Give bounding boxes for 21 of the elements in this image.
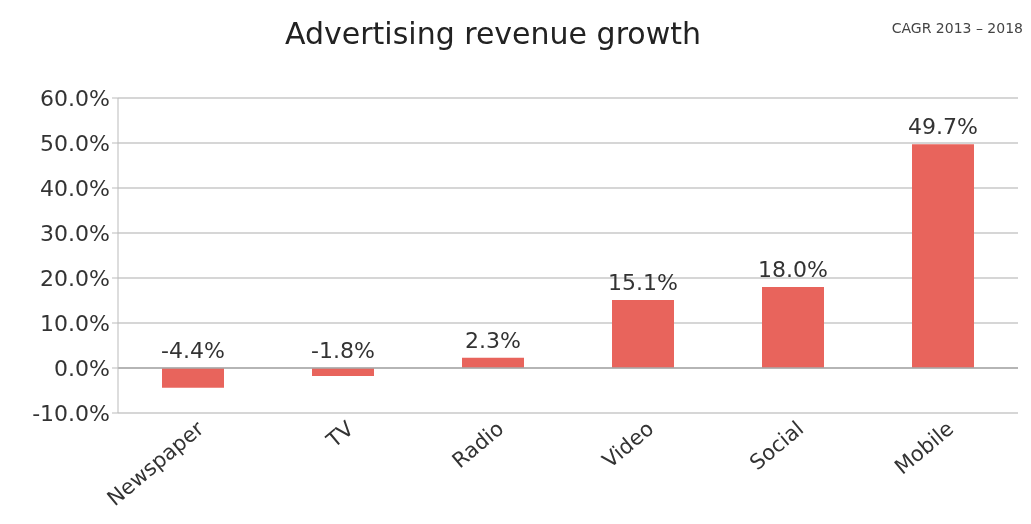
y-tick-label: 60.0% <box>40 85 110 111</box>
y-tick-label: 50.0% <box>40 130 110 156</box>
data-label: 18.0% <box>758 257 828 282</box>
bar <box>612 300 674 368</box>
y-tick-label: 30.0% <box>40 220 110 246</box>
y-tick-label: -10.0% <box>32 400 110 426</box>
y-tick-label: 10.0% <box>40 310 110 336</box>
bar <box>912 144 974 368</box>
data-label: 2.3% <box>465 327 521 353</box>
y-tick-label: 40.0% <box>40 175 110 201</box>
chart-title: Advertising revenue growth <box>285 16 701 51</box>
x-tick-label: TV <box>321 416 359 453</box>
data-label: 49.7% <box>908 114 978 140</box>
data-label: -4.4% <box>161 338 225 363</box>
y-tick-label: 0.0% <box>54 355 110 381</box>
bar <box>762 287 824 368</box>
data-label: -1.8% <box>311 338 375 363</box>
data-label: 15.1% <box>608 270 678 296</box>
chart-subtitle: CAGR 2013 – 2018 <box>891 20 1023 36</box>
y-tick-label: 20.0% <box>40 265 110 291</box>
bar <box>162 368 224 388</box>
